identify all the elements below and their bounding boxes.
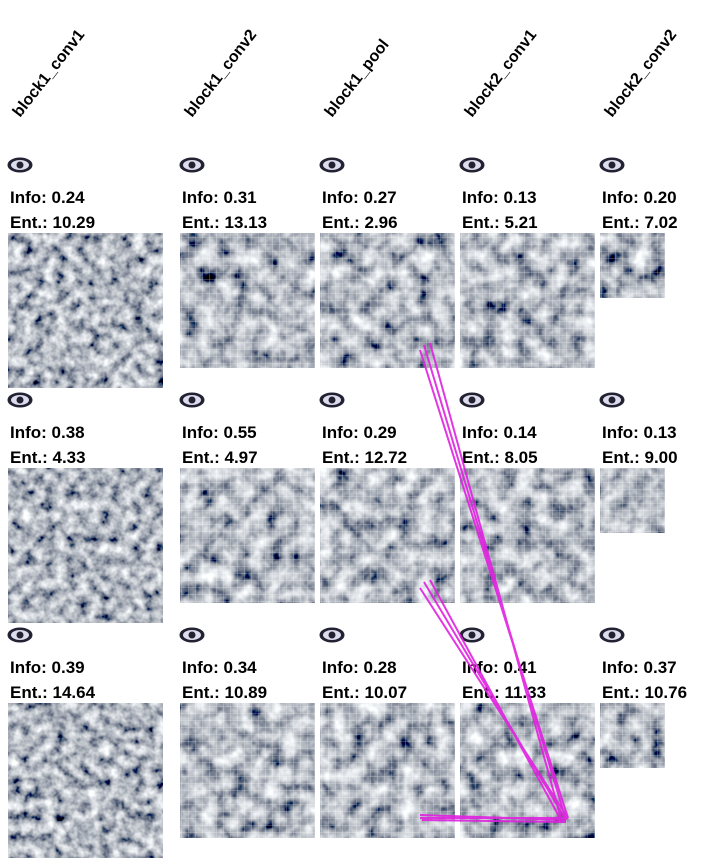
- column-header: block1_conv1: [10, 27, 89, 121]
- feature-grid: [320, 468, 455, 603]
- visibility-toggle[interactable]: [8, 628, 32, 642]
- layer-cell: Info: 0.38 Ent.: 4.33: [8, 393, 163, 623]
- info-label: Info: 0.14: [462, 423, 537, 442]
- feature-map[interactable]: [8, 468, 163, 623]
- entropy-label: Ent.: 10.29: [10, 213, 95, 232]
- visibility-toggle[interactable]: [180, 628, 204, 642]
- info-label: Info: 0.34: [182, 658, 257, 677]
- entropy-label: Ent.: 12.72: [322, 448, 407, 467]
- feature-map[interactable]: [8, 703, 163, 858]
- eye-pupil: [609, 397, 616, 404]
- entropy-label: Ent.: 5.21: [462, 213, 538, 232]
- eye-pupil: [469, 632, 476, 639]
- info-label: Info: 0.31: [182, 188, 257, 207]
- entropy-label: Ent.: 7.02: [602, 213, 678, 232]
- feature-grid: [180, 703, 315, 838]
- visibility-toggle[interactable]: [460, 158, 484, 172]
- eye-pupil: [189, 162, 196, 169]
- visibility-toggle[interactable]: [8, 393, 32, 407]
- visibility-toggle[interactable]: [460, 393, 484, 407]
- layer-cell: Info: 0.13 Ent.: 9.00: [600, 393, 678, 533]
- entropy-label: Ent.: 10.89: [182, 683, 267, 702]
- info-label: Info: 0.24: [10, 188, 85, 207]
- info-label: Info: 0.29: [322, 423, 397, 442]
- eye-pupil: [469, 162, 476, 169]
- eye-pupil: [329, 162, 336, 169]
- visibility-toggle[interactable]: [320, 158, 344, 172]
- info-label: Info: 0.13: [602, 423, 677, 442]
- visibility-toggle[interactable]: [600, 393, 624, 407]
- feature-grid: [180, 468, 315, 603]
- visibility-toggle[interactable]: [600, 158, 624, 172]
- visibility-toggle[interactable]: [320, 393, 344, 407]
- eye-pupil: [609, 162, 616, 169]
- feature-grid: [600, 703, 665, 768]
- entropy-label: Ent.: 13.13: [182, 213, 267, 232]
- visibility-toggle[interactable]: [320, 628, 344, 642]
- layer-cell: Info: 0.37 Ent.: 10.76: [600, 628, 687, 768]
- feature-grid: [460, 233, 595, 368]
- feature-grid: [600, 468, 665, 533]
- eye-pupil: [17, 162, 24, 169]
- layer-cell: Info: 0.27 Ent.: 2.96: [320, 158, 455, 368]
- eye-pupil: [469, 397, 476, 404]
- eye-pupil: [17, 632, 24, 639]
- layer-cell: Info: 0.55 Ent.: 4.97: [180, 393, 315, 603]
- layer-cell: Info: 0.39 Ent.: 14.64: [8, 628, 163, 858]
- visibility-toggle[interactable]: [600, 628, 624, 642]
- column-header: block2_conv1: [462, 27, 541, 121]
- entropy-label: Ent.: 2.96: [322, 213, 398, 232]
- eye-pupil: [189, 397, 196, 404]
- feature-grid: [180, 233, 315, 368]
- layer-cell: Info: 0.24 Ent.: 10.29: [8, 158, 163, 388]
- info-label: Info: 0.20: [602, 188, 677, 207]
- column-header: block1_conv2: [182, 27, 261, 121]
- eye-pupil: [609, 632, 616, 639]
- entropy-label: Ent.: 14.64: [10, 683, 96, 702]
- info-label: Info: 0.39: [10, 658, 85, 677]
- entropy-label: Ent.: 11.33: [462, 683, 546, 702]
- entropy-label: Ent.: 8.05: [462, 448, 538, 467]
- info-label: Info: 0.28: [322, 658, 397, 677]
- layer-cell: Info: 0.14 Ent.: 8.05: [460, 393, 595, 603]
- cells: Info: 0.24 Ent.: 10.29 Info: 0.38 Ent.: 4.3…: [8, 158, 687, 858]
- column-header: block1_pool: [322, 36, 393, 120]
- feature-map[interactable]: [8, 233, 163, 388]
- entropy-label: Ent.: 4.33: [10, 448, 86, 467]
- info-label: Info: 0.37: [602, 658, 677, 677]
- entropy-label: Ent.: 10.07: [322, 683, 407, 702]
- eye-pupil: [189, 632, 196, 639]
- eye-pupil: [329, 397, 336, 404]
- layer-cell: Info: 0.31 Ent.: 13.13: [180, 158, 315, 368]
- info-label: Info: 0.38: [10, 423, 85, 442]
- layer-cell: Info: 0.29 Ent.: 12.72: [320, 393, 455, 603]
- feature-grid: [600, 233, 665, 298]
- visibility-toggle[interactable]: [8, 158, 32, 172]
- layer-cell: Info: 0.28 Ent.: 10.07: [320, 628, 455, 838]
- eye-pupil: [17, 397, 24, 404]
- info-label: Info: 0.27: [322, 188, 397, 207]
- entropy-label: Ent.: 4.97: [182, 448, 258, 467]
- info-label: Info: 0.13: [462, 188, 537, 207]
- info-label: Info: 0.55: [182, 423, 257, 442]
- column-header: block2_conv2: [602, 27, 681, 121]
- visibility-toggle[interactable]: [180, 393, 204, 407]
- visibility-toggle[interactable]: [180, 158, 204, 172]
- layer-cell: Info: 0.34 Ent.: 10.89: [180, 628, 315, 838]
- eye-pupil: [329, 632, 336, 639]
- layer-cell: Info: 0.13 Ent.: 5.21: [460, 158, 595, 368]
- feature-map-view: Info: 0.24 Ent.: 10.29 Info: 0.38 Ent.: 4.3…: [0, 0, 715, 861]
- entropy-label: Ent.: 9.00: [602, 448, 678, 467]
- feature-grid: [320, 233, 455, 368]
- layer-cell: Info: 0.20 Ent.: 7.02: [600, 158, 678, 298]
- entropy-label: Ent.: 10.76: [602, 683, 687, 702]
